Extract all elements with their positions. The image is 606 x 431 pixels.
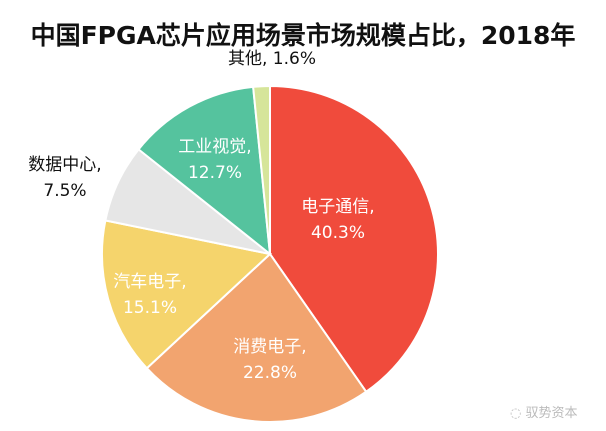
slice-label-4: 工业视觉, [178, 137, 251, 157]
slice-value-3: 7.5% [43, 181, 86, 201]
slice-value-2: 15.1% [123, 298, 177, 318]
watermark: ◌ 驭势资本 [510, 402, 578, 421]
slice-label-1: 消费电子, [233, 337, 306, 357]
slice-label-3: 数据中心, [28, 155, 101, 175]
slice-value-1: 22.8% [243, 363, 297, 383]
pie-slice-0 [269, 84, 439, 394]
slice-label-2: 汽车电子, [113, 272, 186, 292]
watermark-text: 驭势资本 [525, 406, 578, 421]
slice-label-0: 电子通信, [301, 197, 374, 217]
pie-slice-1 [145, 252, 368, 423]
slice-value-4: 12.7% [188, 163, 242, 183]
slice-value-0: 40.3% [311, 223, 365, 243]
chart-title: 中国FPGA芯片应用场景市场规模占比，2018年 [30, 21, 576, 50]
pie-slice-2 [101, 219, 273, 370]
wechat-icon: ◌ [510, 406, 526, 421]
slice-label-5: 其他, 1.6% [228, 49, 316, 69]
pie-slice-4 [137, 85, 272, 257]
pie-slice-5 [252, 84, 271, 255]
